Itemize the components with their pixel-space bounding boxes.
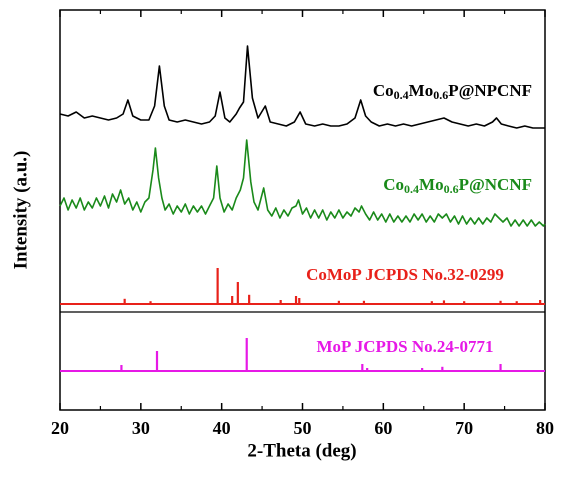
label-part: P@NCNF [459,175,532,194]
pattern-line [59,139,546,227]
label-part: P@NPCNF [448,81,532,100]
series-label: CoMoP JCPDS No.32-0299 [306,265,504,284]
label-part: Mo [409,81,434,100]
x-tick-label: 40 [213,418,231,438]
x-axis-label: 2-Theta (deg) [247,440,356,461]
label-subscript: 0.4 [394,88,409,102]
label-subscript: 0.6 [444,182,459,196]
series-label: Co0.4Mo0.6P@NCNF [383,175,532,196]
label-subscript: 0.4 [404,182,419,196]
pattern-line [59,45,545,129]
x-tick-label: 80 [536,418,554,438]
y-axis-label: Intensity (a.u.) [10,151,31,270]
x-tick-label: 30 [132,418,150,438]
label-part: Co [373,81,394,100]
x-tick-label: 20 [51,418,69,438]
label-part: Mo [419,175,444,194]
series-label: Co0.4Mo0.6P@NPCNF [373,81,532,102]
x-tick-label: 60 [374,418,392,438]
series-label: MoP JCPDS No.24-0771 [316,337,493,356]
x-tick-label: 50 [294,418,312,438]
label-part: Co [383,175,404,194]
x-tick-label: 70 [455,418,473,438]
label-subscript: 0.6 [433,88,448,102]
